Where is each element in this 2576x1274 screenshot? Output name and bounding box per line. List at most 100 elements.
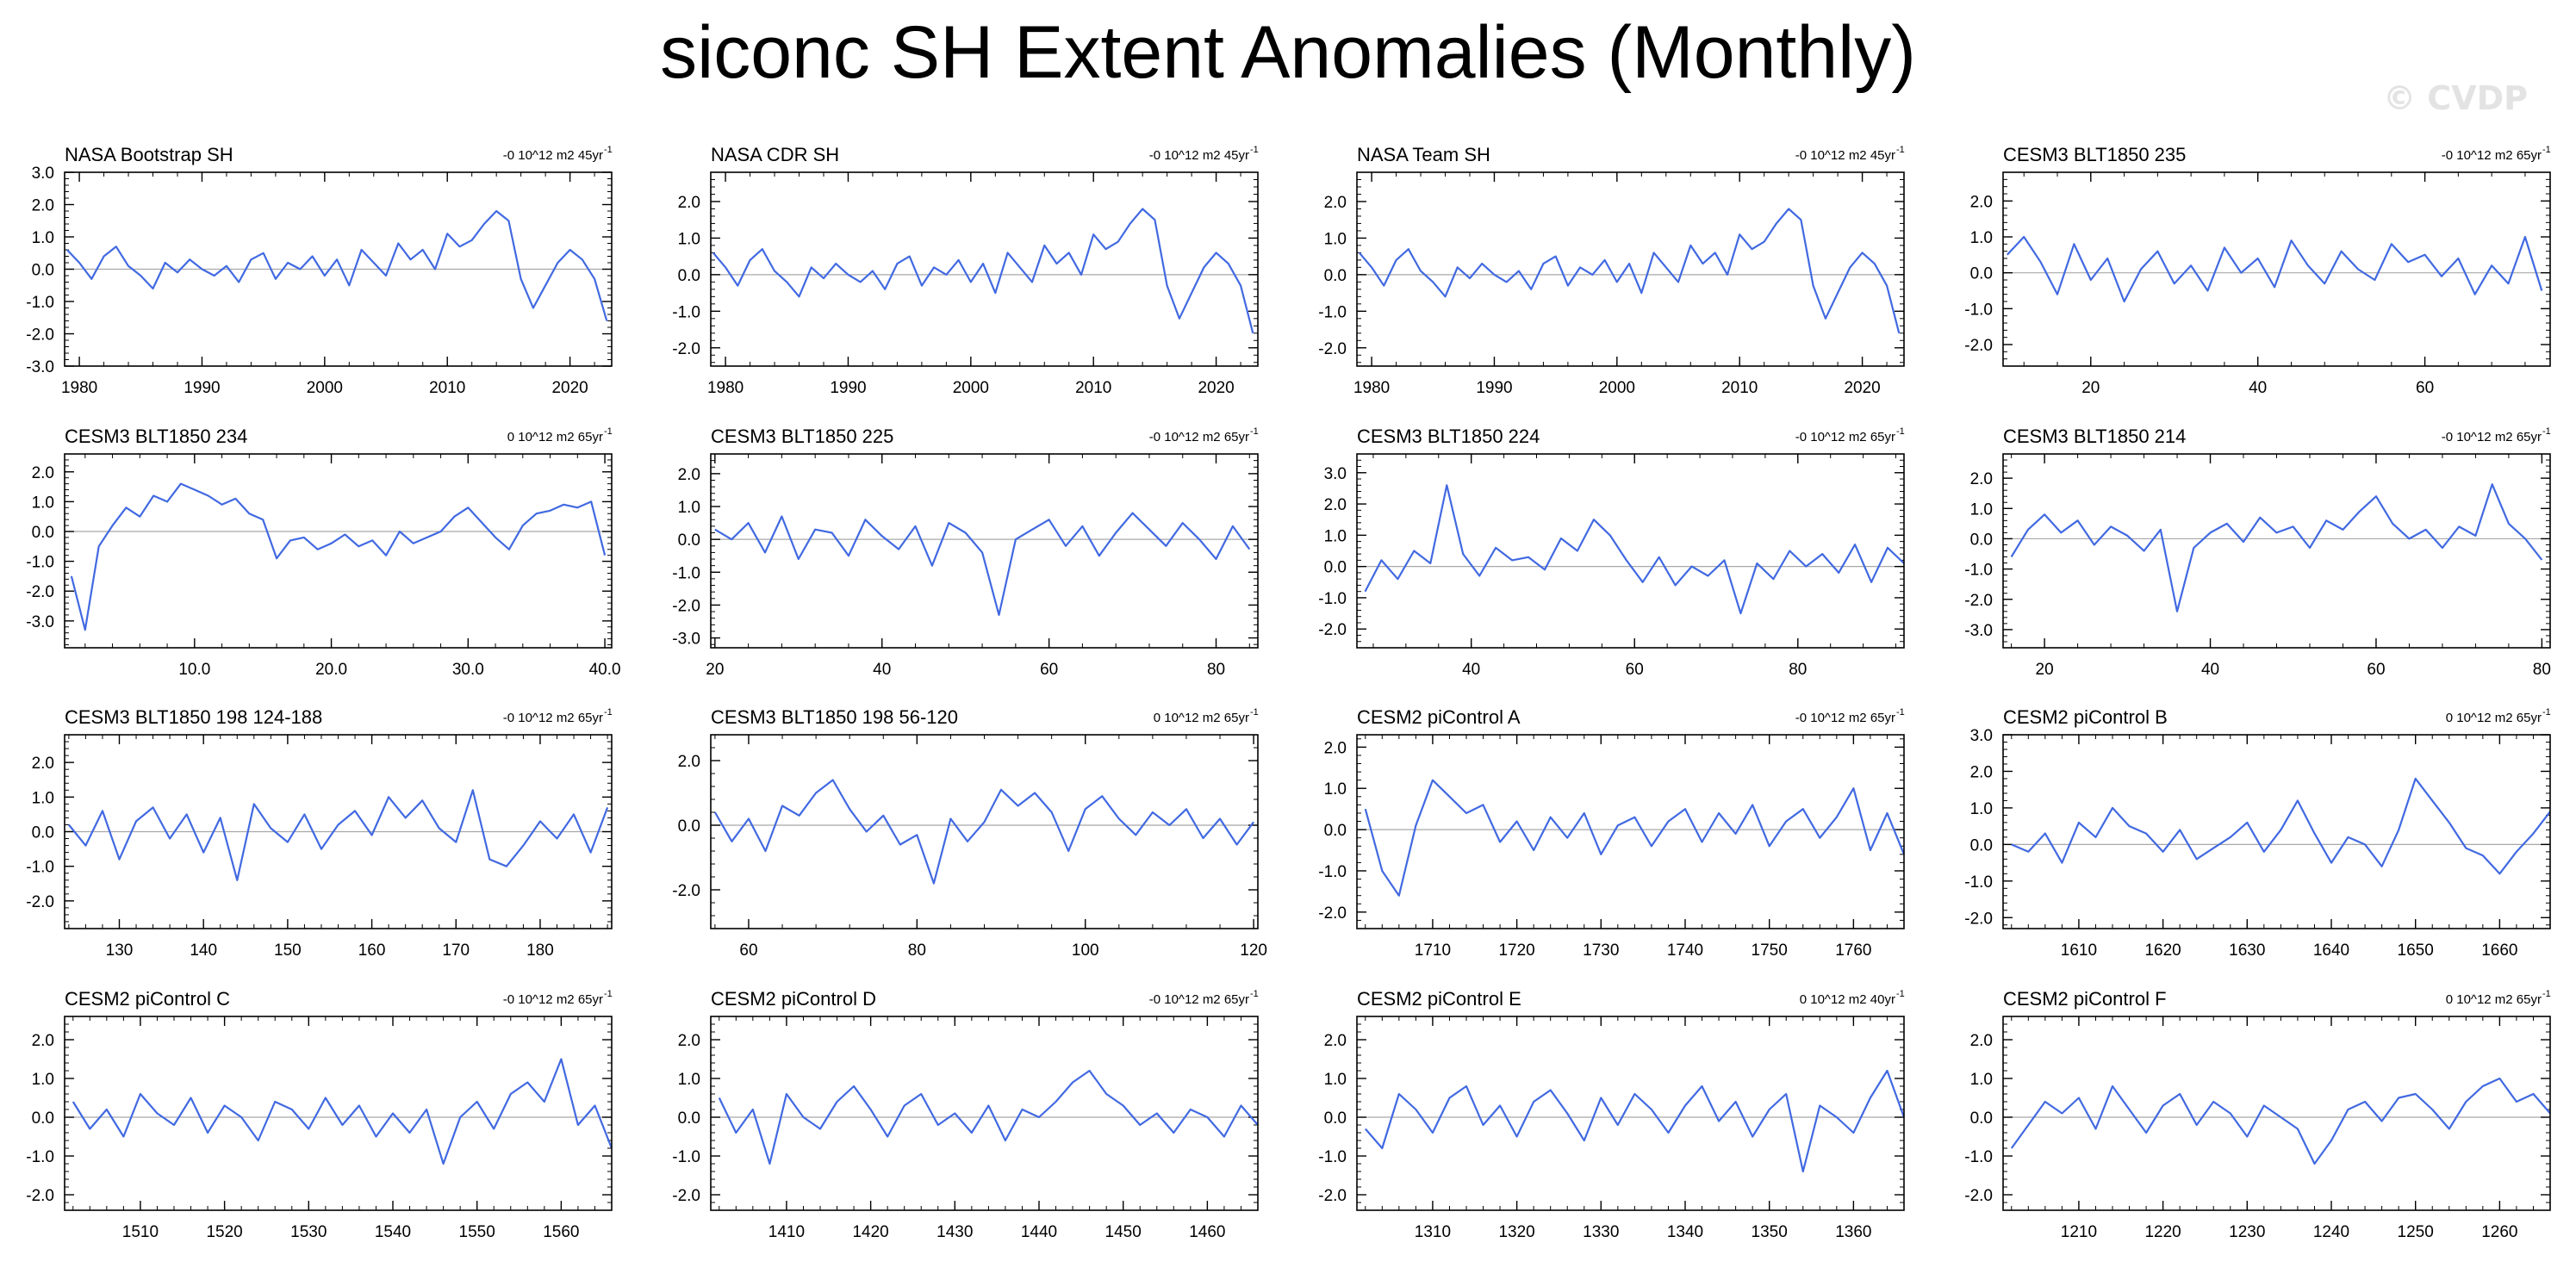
x-tick-label: 1620 [2144,942,2181,960]
x-tick-label: 2000 [1599,379,1635,397]
panel-title: CESM3 BLT1850 235 [2003,144,2186,165]
panel-trend: 0 10^12 m2 65yr [507,430,603,444]
panel-trend-exponent: -1 [604,989,613,999]
panel-trend-exponent: -1 [1896,707,1905,718]
x-tick-label: 1990 [184,379,220,397]
panel-trend: 0 10^12 m2 65yr [2446,711,2542,725]
series-line [718,1069,1259,1165]
y-tick-label: -2.0 [1318,1187,1347,1205]
x-tick-label: 2020 [1844,379,1880,397]
y-tick-label: 1.0 [32,1071,54,1089]
x-tick-label: 1720 [1498,942,1534,960]
x-tick-label: 1750 [1752,942,1788,960]
x-tick-label: 1610 [2061,942,2097,960]
x-tick-label: 20 [2081,379,2100,397]
y-tick-label: 0.0 [1970,836,1993,855]
plot-frame [64,734,613,929]
panel-trend-exponent: -1 [604,145,613,155]
x-tick-label: 120 [1240,942,1267,960]
series-line [2006,235,2543,303]
x-tick-label: 30.0 [452,661,484,679]
y-tick-label: -1.0 [1964,873,1993,892]
panel-7: CESM3 BLT1850 224 -0 10^12 m2 65yr -1 -2.0 -… [1318,426,1905,679]
panel-title: CESM2 piControl D [711,988,876,1010]
x-tick-label: 1420 [852,1223,888,1241]
x-tick-label: 1410 [768,1223,805,1241]
y-tick-label: -1.0 [1964,301,1993,319]
y-tick-label: -1.0 [1318,1148,1347,1166]
panel-trend: -0 10^12 m2 65yr [503,992,603,1007]
y-tick-label: 0.0 [1324,1109,1347,1128]
plot-frame [710,1016,1259,1211]
panel-trend: -0 10^12 m2 45yr [1795,148,1895,163]
series-line [2011,777,2551,875]
plot-frame [1356,734,1905,929]
y-tick-label: -2.0 [1318,621,1347,639]
panel-title: NASA Team SH [1357,144,1490,165]
y-tick-label: -2.0 [672,597,700,615]
y-tick-label: 0.0 [1324,559,1347,577]
x-tick-label: 10.0 [178,661,210,679]
panel-title: NASA CDR SH [711,144,839,165]
y-tick-label: 2.0 [678,1032,700,1050]
series-line [68,789,609,881]
y-tick-label: 2.0 [32,464,54,482]
y-tick-label: -2.0 [1964,592,1993,610]
x-tick-label: 1440 [1021,1223,1057,1241]
plot-frame [1356,171,1905,367]
x-tick-label: 1220 [2144,1223,2181,1241]
series-line [2010,483,2543,612]
x-tick-label: 40 [873,661,891,679]
y-tick-label: 0.0 [1324,267,1347,285]
panel-trend: -0 10^12 m2 45yr [503,148,603,163]
x-tick-label: 1340 [1667,1223,1703,1241]
x-tick-label: 60 [739,942,757,960]
x-tick-label: 1510 [122,1223,159,1241]
x-tick-label: 2000 [953,379,989,397]
y-tick-label: -1.0 [26,554,54,572]
panel-trend: -0 10^12 m2 45yr [1149,148,1249,163]
series-line [66,209,608,321]
x-tick-label: 80 [1789,661,1807,679]
x-tick-label: 1430 [936,1223,973,1241]
panel-title: CESM3 BLT1850 225 [711,426,893,447]
series-line [72,1058,613,1165]
x-tick-label: 20.0 [315,661,347,679]
panel-title: CESM2 piControl A [1357,706,1521,728]
y-tick-label: 1.0 [1324,527,1347,545]
x-tick-label: 1230 [2229,1223,2265,1241]
x-tick-label: 1260 [2481,1223,2517,1241]
y-tick-label: 0.0 [678,267,700,285]
x-tick-label: 60 [1626,661,1644,679]
x-tick-label: 1650 [2398,942,2434,960]
y-tick-label: -2.0 [1964,1187,1993,1205]
x-tick-label: 80 [908,942,926,960]
panel-trend: 0 10^12 m2 65yr [2446,992,2542,1007]
x-tick-label: 2010 [1721,379,1758,397]
series-line [713,779,1254,885]
x-tick-label: 1330 [1583,1223,1619,1241]
y-tick-label: 2.0 [1970,1032,1993,1050]
series-line [714,512,1251,617]
y-tick-label: -1.0 [672,1148,700,1166]
y-tick-label: 0.0 [1970,265,1993,283]
x-tick-label: 60 [2367,661,2385,679]
y-tick-label: -3.0 [26,358,54,376]
y-tick-label: 1.0 [1970,500,1993,519]
x-tick-label: 60 [2416,379,2434,397]
x-tick-label: 1460 [1189,1223,1225,1241]
panel-2: NASA CDR SH -0 10^12 m2 45yr -1 -2.0 -1.0 0.0… [672,144,1259,397]
y-tick-label: 2.0 [678,194,700,212]
y-tick-label: 2.0 [678,466,700,484]
y-tick-label: 2.0 [1970,763,1993,781]
x-tick-label: 2010 [429,379,465,397]
x-tick-label: 1360 [1835,1223,1871,1241]
y-tick-label: -2.0 [1964,910,1993,928]
panel-13: CESM2 piControl C -0 10^12 m2 65yr -1 -2.0 -… [26,988,613,1241]
y-tick-label: -1.0 [26,294,54,312]
y-tick-label: -2.0 [672,1187,700,1205]
y-tick-label: 1.0 [1970,800,1993,818]
y-tick-label: 1.0 [1324,780,1347,799]
x-tick-label: 1980 [1353,379,1390,397]
panel-title: CESM3 BLT1850 224 [1357,426,1540,447]
